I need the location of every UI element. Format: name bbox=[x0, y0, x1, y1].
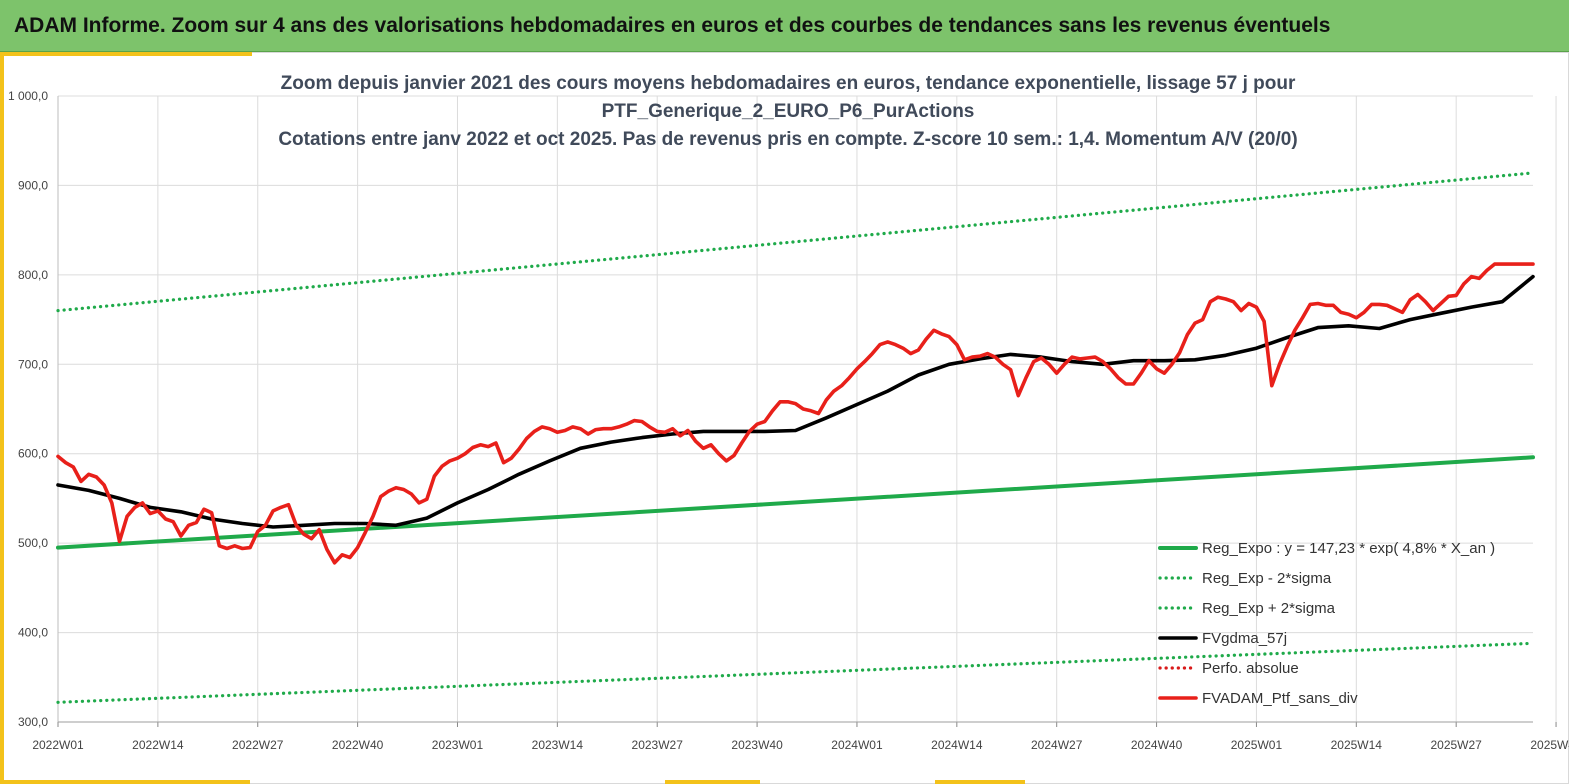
y-tick-label: 800,0 bbox=[18, 268, 48, 282]
y-tick-label: 900,0 bbox=[18, 178, 48, 192]
chart-title-line-2: PTF_Generique_2_EURO_P6_PurActions bbox=[601, 101, 975, 122]
legend-label: Reg_Expo : y = 147,23 * exp( 4,8% * X_an… bbox=[1202, 540, 1495, 557]
y-tick-label: 500,0 bbox=[18, 536, 48, 550]
y-tick-label: 1 000,0 bbox=[8, 89, 48, 103]
legend: Reg_Expo : y = 147,23 * exp( 4,8% * X_an… bbox=[1158, 540, 1495, 707]
accent-bar-bottom bbox=[0, 780, 250, 784]
x-tick-label: 2022W27 bbox=[232, 738, 284, 752]
header-banner: ADAM Informe. Zoom sur 4 ans des valoris… bbox=[0, 0, 1569, 52]
x-tick-label: 2025W27 bbox=[1430, 738, 1482, 752]
x-tick-label: 2025W14 bbox=[1331, 738, 1383, 752]
banner-title: ADAM Informe. Zoom sur 4 ans des valoris… bbox=[14, 14, 1331, 37]
series-line-fvgdma-57j bbox=[56, 274, 1535, 529]
y-tick-label: 400,0 bbox=[18, 626, 48, 640]
legend-label: Perfo. absolue bbox=[1202, 660, 1299, 677]
accent-bar-bottom bbox=[935, 780, 1025, 784]
axes: 300,0 400,0 500,0 600,0 700,0 800,0 900,0 1 000… bbox=[8, 89, 1569, 752]
accent-bar-bottom bbox=[665, 780, 760, 784]
x-tick-label: 2022W14 bbox=[132, 738, 184, 752]
chart-title-line-3: Cotations entre janv 2022 et oct 2025. P… bbox=[278, 129, 1298, 150]
chart-frame bbox=[0, 52, 1569, 784]
x-tick-label: 2023W14 bbox=[532, 738, 584, 752]
x-tick-label: 2022W40 bbox=[332, 738, 384, 752]
legend-label: FVADAM_Ptf_sans_div bbox=[1202, 690, 1358, 707]
series-line-reg-exp-2-sigma bbox=[56, 641, 1535, 704]
x-tick-label: 2024W14 bbox=[931, 738, 983, 752]
series-line-fvadam-ptf-sans-div bbox=[56, 262, 1535, 565]
series-lines bbox=[56, 171, 1535, 704]
series-line-reg-expo-y-147-23-exp-4-8-x-an bbox=[56, 455, 1535, 550]
y-tick-label: 600,0 bbox=[18, 447, 48, 461]
legend-label: Reg_Exp + 2*sigma bbox=[1202, 600, 1336, 617]
x-tick-label: 2025W01 bbox=[1231, 738, 1283, 752]
legend-label: Reg_Exp - 2*sigma bbox=[1202, 570, 1332, 587]
chart-title: Zoom depuis janvier 2021 des cours moyen… bbox=[100, 70, 1476, 154]
x-tick-label: 2024W01 bbox=[831, 738, 883, 752]
accent-bar-left bbox=[0, 52, 4, 784]
x-tick-label: 2023W27 bbox=[632, 738, 684, 752]
x-tick-label: 2022W01 bbox=[32, 738, 84, 752]
x-tick-label: 2025W40 bbox=[1530, 738, 1569, 752]
legend-label: FVgdma_57j bbox=[1202, 630, 1287, 647]
x-tick-label: 2024W27 bbox=[1031, 738, 1083, 752]
x-tick-label: 2023W40 bbox=[731, 738, 783, 752]
x-tick-label: 2024W40 bbox=[1131, 738, 1183, 752]
chart-title-line-1: Zoom depuis janvier 2021 des cours moyen… bbox=[280, 73, 1296, 94]
series-line-reg-exp-2-sigma bbox=[56, 171, 1535, 313]
y-tick-label: 700,0 bbox=[18, 357, 48, 371]
y-tick-label: 300,0 bbox=[18, 715, 48, 729]
accent-bar-top bbox=[4, 52, 252, 56]
x-tick-label: 2023W01 bbox=[432, 738, 484, 752]
